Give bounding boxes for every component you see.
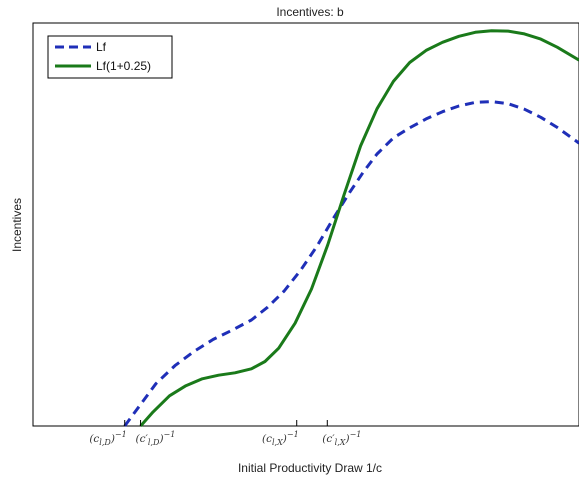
x-tick-label: (cl,D)−1 bbox=[89, 430, 126, 447]
series-line-lf-scaled bbox=[139, 29, 579, 427]
legend: Lf Lf(1+0.25) bbox=[47, 35, 173, 79]
plot-area bbox=[32, 22, 579, 427]
x-axis-label: Initial Productivity Draw 1/c bbox=[238, 461, 382, 475]
y-axis-label: Incentives bbox=[10, 198, 24, 252]
x-tick-label: (cl,X)−1 bbox=[262, 430, 299, 447]
legend-box bbox=[47, 35, 173, 79]
chart-title: Incentives: b bbox=[276, 5, 344, 19]
legend-label-lf: Lf bbox=[96, 40, 107, 54]
series-layer bbox=[123, 29, 579, 427]
x-ticks: (cl,D)−1 (c′l,D)−1 (cl,X)−1 (c′l,X)−1 bbox=[89, 420, 361, 447]
x-tick-label: (c′l,X)−1 bbox=[322, 430, 361, 447]
series-line-lf bbox=[123, 100, 579, 427]
legend-label-lf-scaled: Lf(1+0.25) bbox=[96, 59, 151, 73]
x-tick-label: (c′l,D)−1 bbox=[136, 430, 176, 447]
